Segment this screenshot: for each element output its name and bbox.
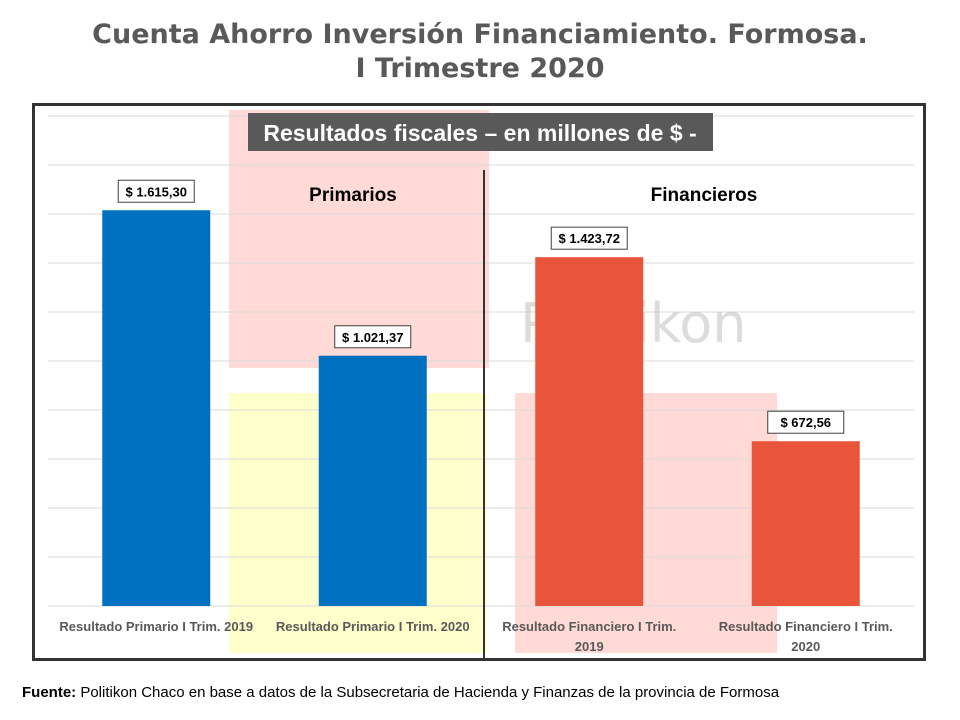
bar <box>318 355 427 606</box>
data-label-box <box>550 226 628 250</box>
data-labels: $ 1.615,30 $ 1.021,37 $ 1.423,72 $ 672,56 <box>117 179 845 434</box>
source-note: Fuente: Politikon Chaco en base a datos … <box>22 684 779 701</box>
group-label-financieros: Financieros <box>651 185 758 206</box>
bar <box>751 441 860 606</box>
data-label-box <box>767 410 845 434</box>
data-label-box <box>117 179 195 203</box>
chart-title: Resultados fiscales – en millones de $ - <box>263 120 696 146</box>
bars <box>102 210 860 606</box>
data-label: $ 1.615,30 <box>126 184 187 199</box>
x-tick-labels: Resultado Primario I Trim. 2019 Resultado… <box>59 619 892 654</box>
chart-title-box <box>248 113 713 151</box>
x-tick-label: 2019 <box>575 639 604 654</box>
x-tick-label: Resultado Financiero I Trim. <box>719 619 893 634</box>
page-title: Cuenta Ahorro Inversión Financiamiento. … <box>0 18 960 86</box>
bar <box>535 257 644 606</box>
title-line-1: Cuenta Ahorro Inversión Financiamiento. … <box>92 19 868 50</box>
data-label: $ 1.423,72 <box>559 231 620 246</box>
highlight-primarios-pink <box>229 110 489 368</box>
data-label: $ 1.021,37 <box>342 330 403 345</box>
group-label-primarios: Primarios <box>309 185 397 206</box>
bar <box>102 210 211 606</box>
x-tick-label: Resultado Financiero I Trim. <box>502 619 676 634</box>
source-label: Fuente: <box>22 684 77 701</box>
x-tick-label: Resultado Primario I Trim. 2019 <box>59 619 253 634</box>
data-label: $ 672,56 <box>780 415 831 430</box>
data-label-box <box>334 325 412 349</box>
source-text: Politikon Chaco en base a datos de la Su… <box>76 684 780 701</box>
title-line-2: I Trimestre 2020 <box>355 53 605 84</box>
x-tick-label: Resultado Primario I Trim. 2020 <box>276 619 470 634</box>
x-tick-label: 2020 <box>791 639 820 654</box>
